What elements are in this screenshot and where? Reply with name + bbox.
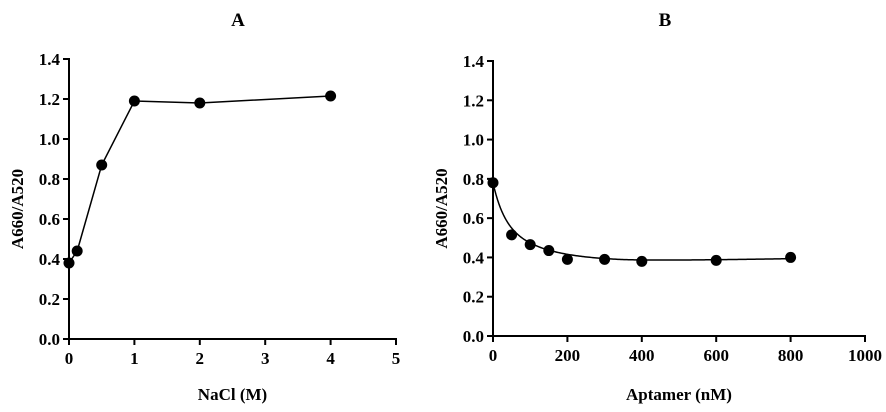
y-tick-label: 0.4 xyxy=(39,250,61,269)
data-point xyxy=(710,254,722,266)
data-point xyxy=(785,251,797,263)
y-tick-label: 0.2 xyxy=(39,290,60,309)
y-tick-label: 1.0 xyxy=(39,130,60,149)
chart-title: B xyxy=(659,10,672,31)
x-tick-label: 0 xyxy=(489,346,498,365)
x-tick-label: 4 xyxy=(326,349,335,368)
x-tick-label: 600 xyxy=(703,346,729,365)
data-point xyxy=(599,253,611,265)
x-tick-label: 0 xyxy=(65,349,74,368)
y-tick-label: 1.2 xyxy=(39,90,60,109)
y-tick-label: 1.0 xyxy=(463,131,484,150)
chart-b: B 0.0 0.2 0.4 0.6 0.8 1.0 1.2 1.4 0 200 400 600 800 10… xyxy=(432,10,882,404)
x-tick-label: 3 xyxy=(261,349,270,368)
data-point xyxy=(561,253,573,265)
y-tick-label: 0.8 xyxy=(463,170,484,189)
x-tick-label: 800 xyxy=(778,346,804,365)
data-point xyxy=(63,257,75,269)
y-tick-label: 0.2 xyxy=(463,288,484,307)
data-point xyxy=(194,97,206,109)
chart-title: A xyxy=(231,10,245,31)
series-line xyxy=(492,182,791,261)
y-tick-label: 0.6 xyxy=(39,210,60,229)
y-tick-label: 0.0 xyxy=(39,330,60,349)
y-axis-label: A660/A520 xyxy=(8,169,27,249)
x-tick-label: 5 xyxy=(392,349,401,368)
y-tick-label: 1.4 xyxy=(39,50,61,69)
y-tick-label: 0.0 xyxy=(463,327,484,346)
y-tick-label: 1.4 xyxy=(463,52,485,71)
data-point xyxy=(325,90,337,102)
y-axis-label: A660/A520 xyxy=(432,168,451,248)
data-point xyxy=(543,245,555,257)
data-point xyxy=(636,255,648,267)
x-tick-label: 1000 xyxy=(848,346,882,365)
y-tick-label: 0.8 xyxy=(39,170,60,189)
y-tick-label: 1.2 xyxy=(463,91,484,110)
x-axis-label: Aptamer (nM) xyxy=(626,385,732,404)
x-tick-label: 200 xyxy=(555,346,581,365)
data-point xyxy=(96,159,108,171)
x-axis-label: NaCl (M) xyxy=(198,385,267,404)
series-line xyxy=(68,95,331,264)
data-point xyxy=(506,229,518,241)
x-tick-label: 400 xyxy=(629,346,655,365)
x-tick-label: 1 xyxy=(130,349,139,368)
chart-a: A 0.0 0.2 0.4 0.6 0.8 1.0 1.2 1.4 0 1 2 3 4 5 NaCl (M) A… xyxy=(8,10,400,404)
data-point xyxy=(128,95,140,107)
data-point xyxy=(487,177,499,189)
x-tick-label: 2 xyxy=(196,349,205,368)
data-point xyxy=(71,245,83,257)
y-tick-label: 0.6 xyxy=(463,209,484,228)
y-tick-label: 0.4 xyxy=(463,248,485,267)
data-point xyxy=(524,239,536,251)
